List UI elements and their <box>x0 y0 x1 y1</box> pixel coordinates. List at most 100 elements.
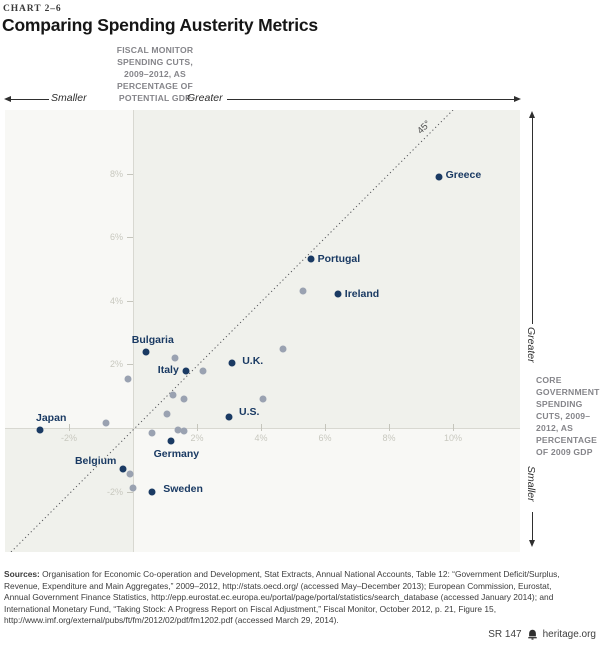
point-portugal <box>307 255 315 263</box>
y-tick-label: 2% <box>109 359 123 370</box>
point-unlabeled <box>299 287 307 295</box>
x-axis-title-line: FISCAL MONITOR <box>116 45 194 55</box>
point-label: Germany <box>153 447 200 460</box>
point-unlabeled <box>199 367 207 375</box>
point-unlabeled <box>163 410 171 418</box>
y-tick-mark <box>127 237 133 239</box>
point-unlabeled <box>279 345 287 352</box>
point-u-s <box>225 413 233 421</box>
point-label: Ireland <box>344 287 380 300</box>
point-label: Japan <box>36 411 67 424</box>
heritage-bell-icon <box>527 629 538 640</box>
point-japan <box>36 426 44 434</box>
x-tick-label: 2% <box>190 433 204 443</box>
point-unlabeled <box>129 484 137 492</box>
y-axis-arrow-line <box>532 118 533 324</box>
x-tick-mark <box>197 424 198 431</box>
point-bulgaria <box>142 348 150 356</box>
y-axis-title: CORE GOVERNMENT SPENDING CUTS, 2009– 201… <box>536 374 600 458</box>
point-label: U.S. <box>239 406 260 419</box>
point-label: Italy <box>157 364 179 377</box>
x-tick-label: 6% <box>318 433 332 443</box>
point-label: Bulgaria <box>131 333 174 346</box>
point-unlabeled <box>124 375 132 383</box>
point-unlabeled <box>180 427 188 435</box>
y-axis-title-line: SPENDING <box>536 399 583 409</box>
site-link[interactable]: heritage.org <box>542 629 596 640</box>
y-tick-mark <box>127 173 133 175</box>
y-tick-mark <box>127 491 133 493</box>
x-tick-mark <box>69 424 70 431</box>
point-label: U.K. <box>242 355 264 368</box>
y-axis-arrow-line <box>532 512 533 540</box>
point-u-k <box>228 359 236 367</box>
footer: SR 147 heritage.org <box>488 629 596 640</box>
page-title: Comparing Spending Austerity Metrics <box>2 15 318 35</box>
x-tick-label: 4% <box>254 433 268 443</box>
y-axis-title-line: CUTS, 2009– <box>536 411 591 421</box>
x-tick-label: 10% <box>443 433 462 443</box>
point-label: Belgium <box>74 454 117 467</box>
point-label: Portugal <box>317 252 361 265</box>
sources-text: Organisation for Economic Co-operation a… <box>4 569 560 625</box>
x-axis-title-line: 2009–2012, AS <box>123 69 186 79</box>
y-axis-smaller-arrow-icon <box>529 540 535 547</box>
point-italy <box>182 367 190 375</box>
point-unlabeled <box>126 470 134 478</box>
y-axis-title-line: 2012, AS <box>536 423 574 433</box>
45-degree-line <box>10 110 454 552</box>
x-axis-smaller-arrow-icon <box>4 95 11 102</box>
sources-label: Sources: <box>4 569 40 579</box>
x-tick-mark <box>453 424 454 431</box>
quadrant-shade-lower-left <box>5 428 133 552</box>
x-tick-label: 8% <box>382 433 396 443</box>
y-axis-title-line: CORE <box>536 375 562 385</box>
y-tick-mark <box>127 300 133 302</box>
y-tick-label: 6% <box>109 232 123 243</box>
point-unlabeled <box>169 391 177 399</box>
point-unlabeled <box>259 395 267 403</box>
x-zero-axis-line <box>5 428 520 429</box>
point-belgium <box>119 465 127 473</box>
point-germany <box>167 437 175 445</box>
point-label: Sweden <box>163 483 203 496</box>
point-unlabeled <box>174 426 182 434</box>
x-tick-mark <box>261 424 262 431</box>
y-tick-mark <box>127 364 133 366</box>
x-tick-mark <box>325 424 326 431</box>
y-tick-label: 4% <box>109 295 123 306</box>
x-tick-label: -2% <box>60 433 77 443</box>
y-axis-title-line: PERCENTAGE <box>536 435 598 445</box>
x-axis-title: FISCAL MONITOR SPENDING CUTS, 2009–2012,… <box>87 44 223 104</box>
x-axis-title-line: POTENTIAL GDP <box>118 93 192 103</box>
y-tick-label: 8% <box>109 168 123 179</box>
y-zero-axis-line <box>133 110 134 552</box>
x-tick-mark <box>389 424 390 431</box>
chart-eyebrow: CHART 2–6 <box>3 4 62 14</box>
sources-note: Sources: Organisation for Economic Co-op… <box>4 569 570 627</box>
x-axis-arrow-line <box>11 98 49 100</box>
y-axis-title-line: GOVERNMENT <box>536 387 600 397</box>
plot-area: 45° -2% 2% 4% 6% 8% 10% 8% 6% 4% 2% -2% Greece Por… <box>5 110 520 552</box>
x-axis-greater-arrow-icon <box>514 95 521 102</box>
x-axis-smaller-label: Smaller <box>51 92 87 104</box>
quadrant-shade-upper-right <box>133 110 520 428</box>
y-axis-title-line: OF 2009 GDP <box>536 447 593 457</box>
x-axis-arrow-line <box>227 98 514 100</box>
point-unlabeled <box>180 395 188 403</box>
y-tick-label: -2% <box>106 486 123 497</box>
point-greece <box>435 173 443 181</box>
point-unlabeled <box>148 429 156 437</box>
point-unlabeled <box>102 419 110 427</box>
point-sweden <box>148 488 156 496</box>
x-axis-title-line: PERCENTAGE OF <box>117 81 193 91</box>
y-axis-greater-arrow-icon <box>529 111 535 118</box>
x-axis-title-line: SPENDING CUTS, <box>117 57 193 67</box>
x-axis-greater-label: Greater <box>187 92 223 104</box>
y-axis-smaller-label: Smaller <box>525 466 537 502</box>
y-axis-greater-label: Greater <box>525 327 537 363</box>
point-label: Greece <box>445 169 482 182</box>
point-ireland <box>334 290 342 298</box>
point-unlabeled <box>171 354 179 362</box>
report-id: SR 147 <box>488 629 522 640</box>
